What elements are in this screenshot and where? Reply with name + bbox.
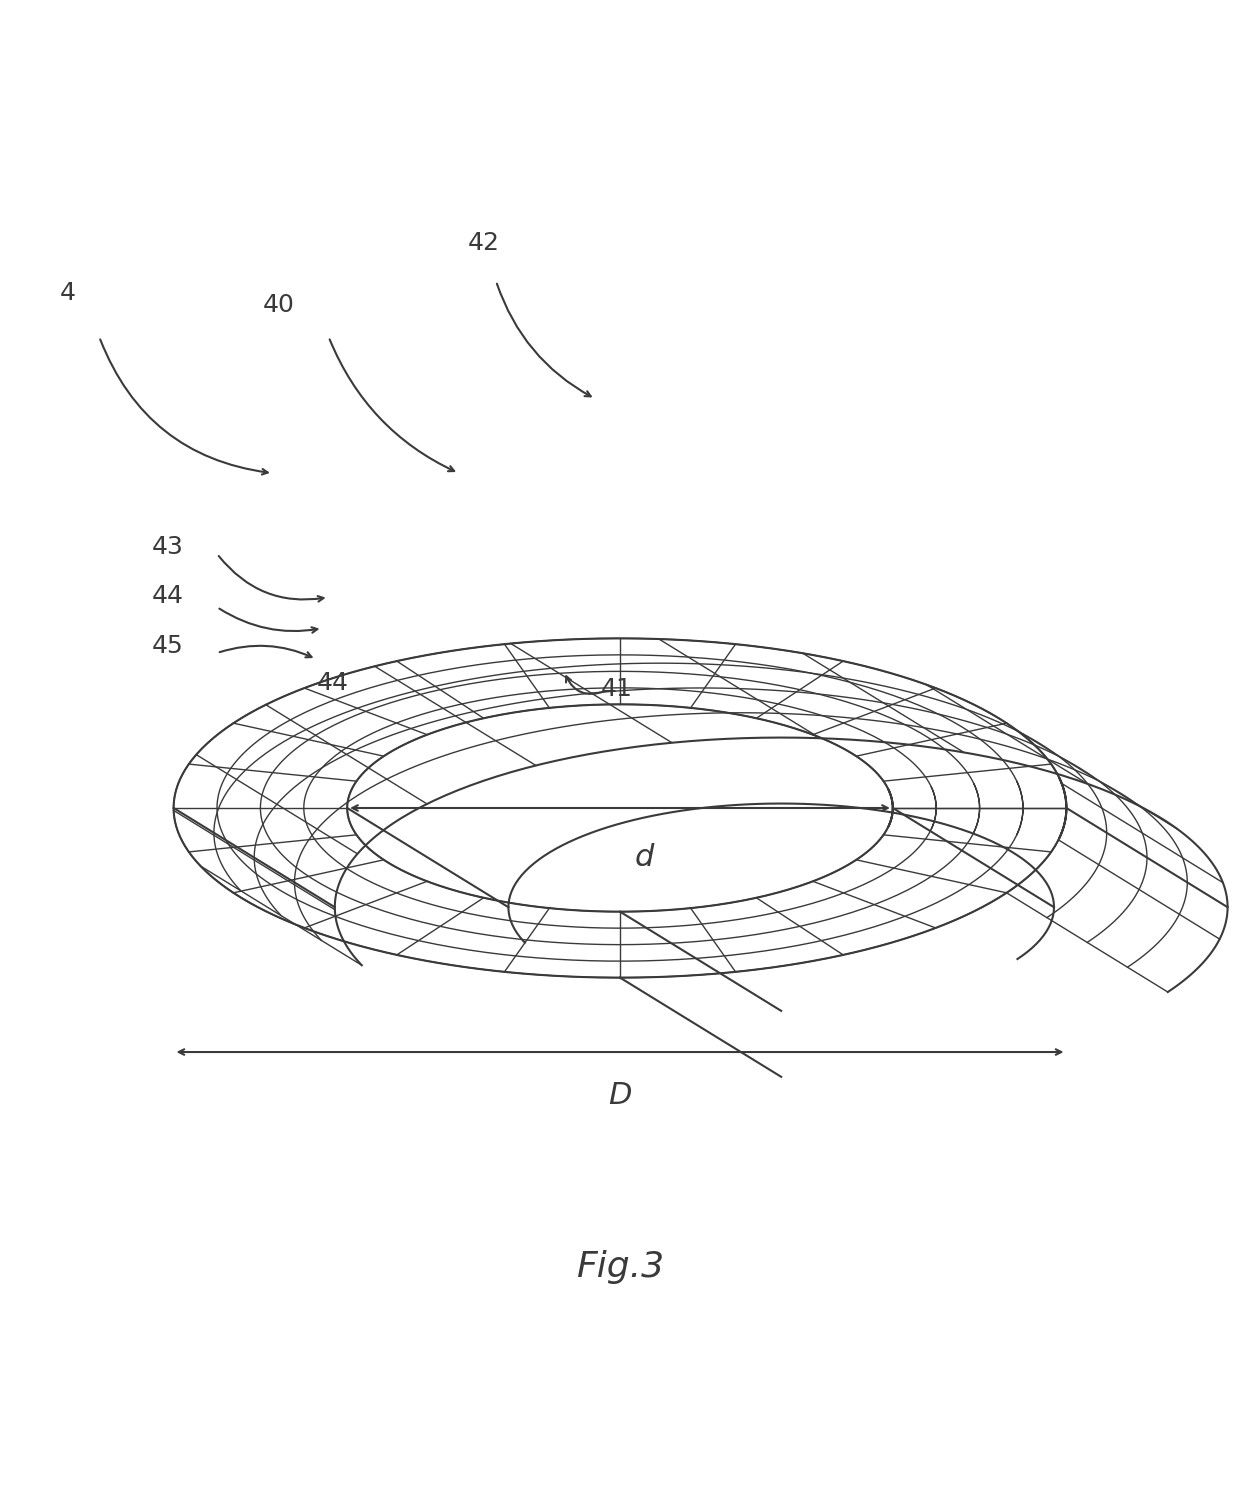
Text: 44: 44	[316, 671, 348, 695]
Text: 40: 40	[263, 292, 295, 316]
Text: 42: 42	[467, 231, 500, 255]
Text: 43: 43	[151, 534, 184, 560]
Text: $D$: $D$	[608, 1080, 632, 1110]
Text: 44: 44	[151, 585, 184, 609]
Text: $d$: $d$	[634, 843, 656, 873]
Text: 41: 41	[600, 677, 632, 701]
Text: Fig.3: Fig.3	[575, 1250, 665, 1283]
Text: 45: 45	[151, 634, 184, 658]
Text: 4: 4	[61, 280, 76, 304]
